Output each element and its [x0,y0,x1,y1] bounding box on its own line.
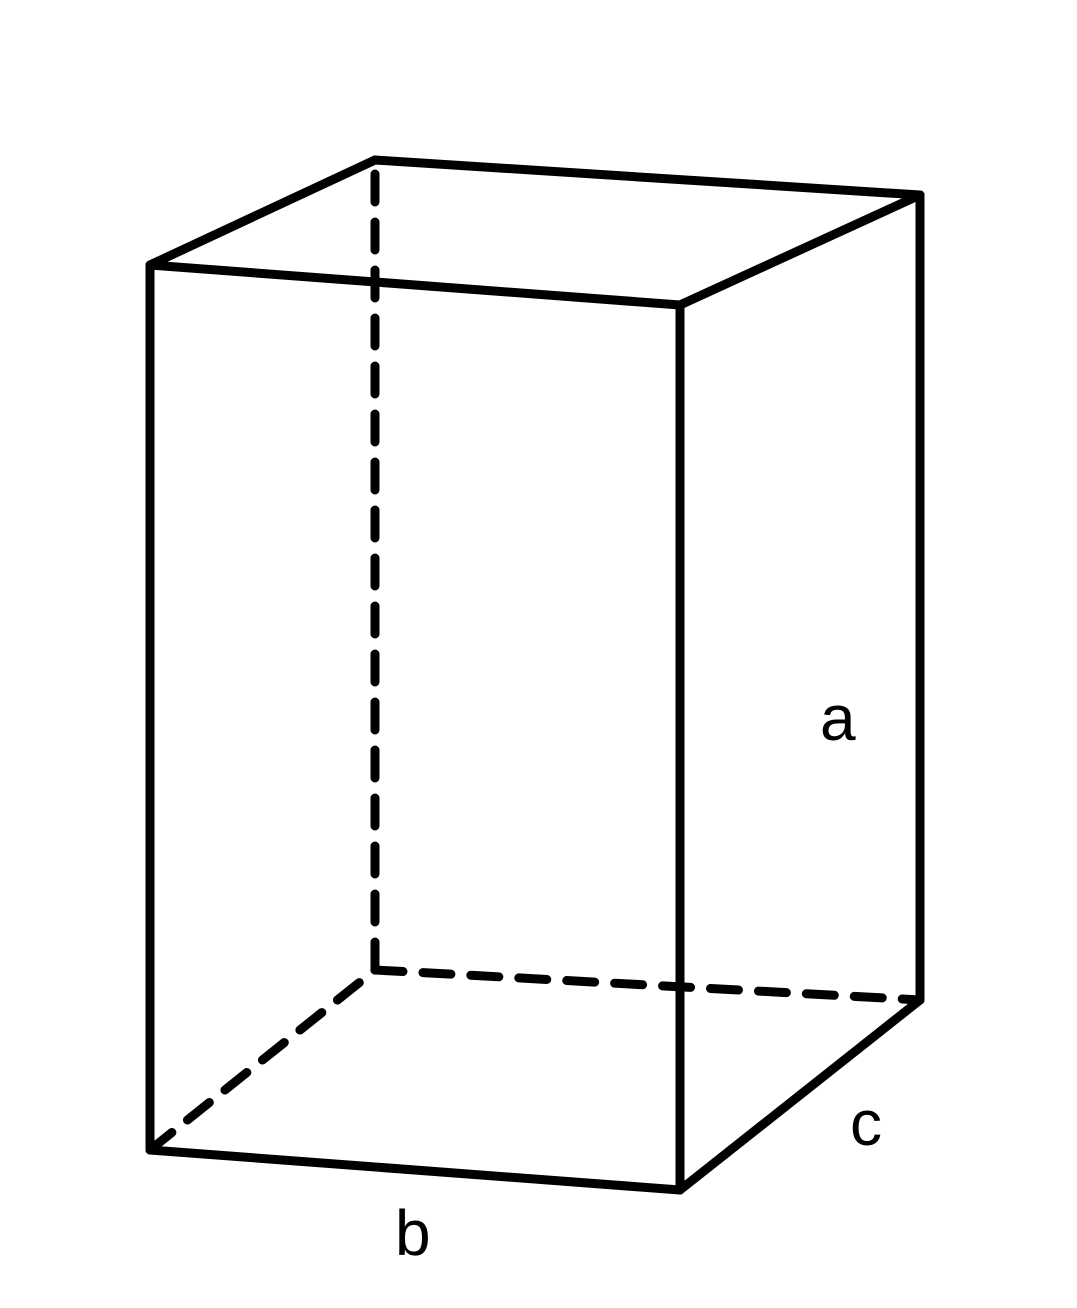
cuboid-edge-hidden [150,970,375,1150]
cuboid-edge-visible [680,1000,920,1190]
cuboid-edge-visible [150,265,680,305]
edge-label-b: b [395,1197,431,1269]
cuboid-edge-visible [680,195,920,305]
edge-label-c: c [850,1087,882,1159]
cuboid-diagram: a b c [0,0,1077,1308]
cuboid-edge-visible [150,1150,680,1190]
cuboid-edge-hidden [375,970,920,1000]
cuboid-edge-visible [375,160,920,195]
cuboid-edge-visible [150,160,375,265]
edge-label-a: a [820,682,856,754]
